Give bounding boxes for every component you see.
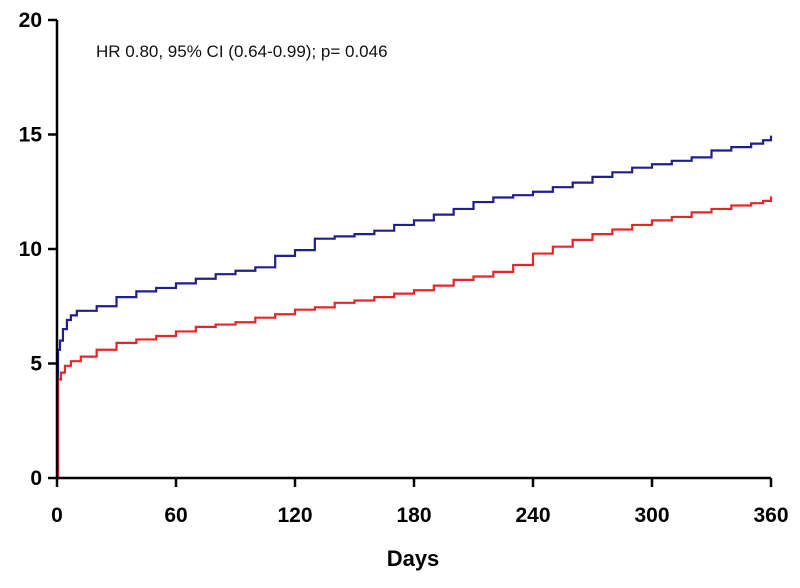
x-tick-label: 360: [753, 504, 788, 527]
y-tick-label: 20: [19, 9, 42, 32]
y-tick-label: 5: [30, 353, 42, 376]
plot-series-group: [56, 135, 773, 480]
x-tick-label: 0: [51, 504, 63, 527]
x-tick-label: 180: [396, 504, 431, 527]
y-tick-label: 0: [30, 467, 42, 490]
hazard-ratio-annotation: HR 0.80, 95% CI (0.64-0.99); p= 0.046: [96, 42, 388, 61]
axes-group: 0 5 10 15 20 0 60 120 180 240 300 360: [19, 9, 789, 527]
x-tick-label: 120: [277, 504, 312, 527]
y-tick-label: 15: [19, 124, 43, 147]
x-axis-title: Days: [387, 546, 440, 571]
y-tick-label: 10: [19, 238, 42, 261]
x-tick-label: 240: [515, 504, 550, 527]
series-line-2: [56, 196, 773, 480]
x-tick-label: 60: [164, 504, 187, 527]
series-line-1: [56, 135, 773, 480]
x-tick-label: 300: [634, 504, 669, 527]
